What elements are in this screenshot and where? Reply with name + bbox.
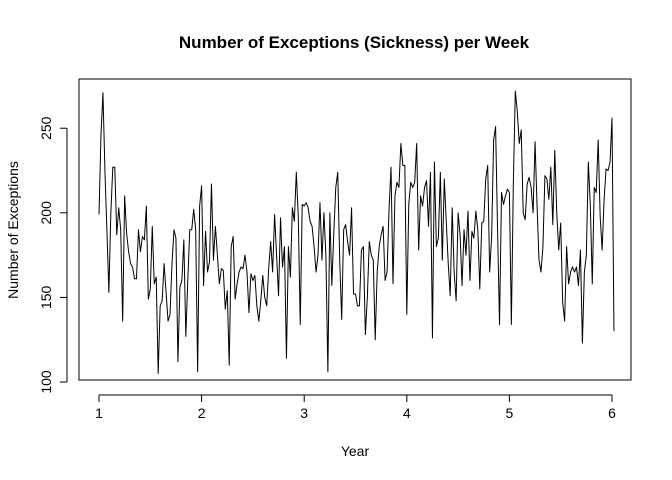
x-axis: 1 2 3 4 5 6 — [95, 394, 616, 421]
y-axis: 100 150 200 250 — [38, 116, 68, 394]
y-tick-label: 150 — [38, 286, 54, 310]
y-tick-label: 250 — [38, 116, 54, 140]
x-tick-label: 5 — [506, 405, 514, 421]
x-tick-label: 4 — [403, 405, 411, 421]
chart-title: Number of Exceptions (Sickness) per Week — [179, 33, 530, 52]
y-axis-label: Number of Exceptions — [5, 161, 21, 299]
x-tick-label: 6 — [608, 405, 616, 421]
y-tick-label: 100 — [38, 370, 54, 394]
x-tick-label: 3 — [300, 405, 308, 421]
series-line — [98, 90, 615, 375]
x-tick-label: 2 — [198, 405, 206, 421]
x-tick-label: 1 — [95, 405, 103, 421]
y-tick-label: 200 — [38, 201, 54, 225]
x-axis-label: Year — [341, 443, 370, 459]
plot-frame — [78, 78, 632, 381]
